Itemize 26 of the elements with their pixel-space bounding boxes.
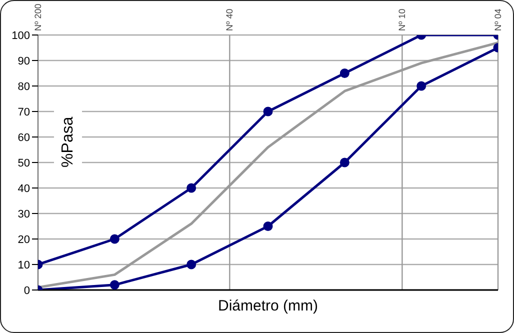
y-axis-title: %Pasa [60,116,76,168]
point [263,222,273,231]
y-tick-label: 50 [18,157,30,170]
y-tick-label: 60 [18,132,30,144]
point [263,106,273,116]
y-tick-label: 0 [24,284,30,297]
x-tick-label: Nº 200 [33,4,43,31]
y-tick-label: 40 [18,182,30,195]
y-tick-label: 80 [18,80,30,93]
point [340,68,350,78]
y-tick-label: 70 [18,106,30,118]
point [186,183,196,193]
y-tick-label: 90 [18,55,30,68]
point [340,158,350,168]
point [110,280,120,290]
x-tick-label: Nº 40 [224,8,235,31]
y-tick-label: 10 [18,259,30,272]
point [110,234,120,244]
point [186,260,196,270]
y-tick-label: 30 [18,208,30,220]
y-tick-label: 20 [18,234,30,246]
x-tick-label: Nº 10 [397,8,408,31]
x-tick-label: Nº 04 [493,8,503,31]
y-tick-label: 100 [12,30,30,42]
point [416,81,426,91]
x-axis-title: Diámetro (mm) [218,298,318,315]
